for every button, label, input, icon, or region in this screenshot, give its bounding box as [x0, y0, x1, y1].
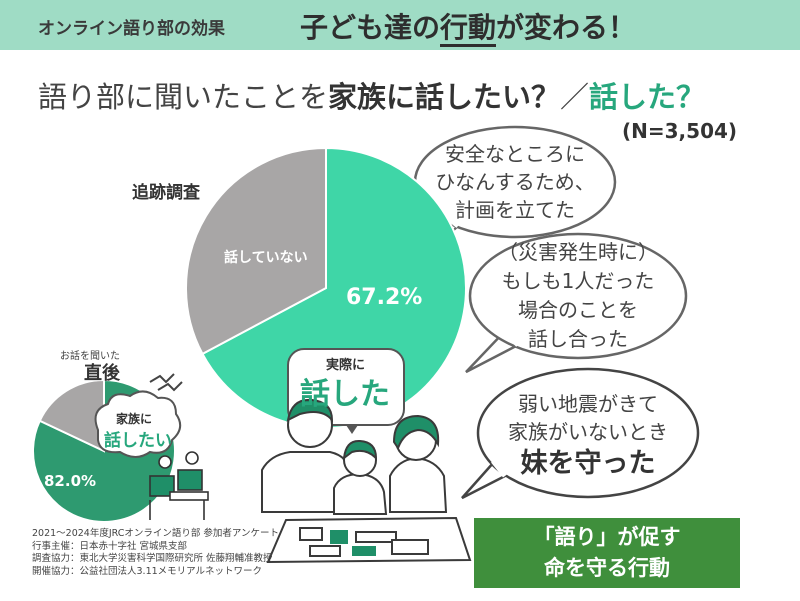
classroom-illustration — [149, 451, 209, 520]
speech-discuss-line: （災害発生時に） — [498, 240, 658, 264]
survey-question: 語り部に聞いたことを家族に話したい？／話した？ — [38, 74, 705, 116]
pie-large-label-talked-a: 実際に — [326, 358, 366, 373]
credits: 2021～2024年度JRCオンライン語り部 参加者アンケート 行事主催：日本赤… — [32, 528, 279, 578]
speech-bubble-protect — [461, 367, 700, 500]
speech-protect-emphasis: 妹を守った — [520, 448, 656, 479]
speech-protect-line: 家族がいないとき — [508, 420, 668, 444]
pie-slice-other — [38, 378, 105, 453]
header-banner — [0, 0, 800, 50]
pie-small-title: 直後 — [84, 363, 120, 384]
speech-plan-line: 安全なところに — [445, 142, 585, 166]
callout-line2: 命を守る行動 — [544, 556, 670, 580]
speech-text-plan: 安全なところに ひなんするため、 計画を立てた — [435, 140, 595, 224]
pie-small-value-want: 82.0% — [44, 472, 97, 490]
pie-large-value-talked: 67.2% — [346, 285, 423, 310]
pie-small-label-want-a: 家族に — [116, 412, 153, 426]
speech-discuss-line: もしも1人だった — [501, 269, 655, 293]
header-subtitle: オンライン語り部の効果 — [38, 19, 225, 39]
cloud-bubble-small — [94, 390, 182, 458]
callout-line1: 「語り」が促す — [533, 525, 681, 549]
speech-bubble-discuss — [465, 232, 688, 374]
header-title-emph: 行動 — [440, 11, 497, 47]
question-part2: 家族に話したい？ — [328, 80, 561, 114]
pie-small-caption: お話を聞いた — [60, 351, 120, 362]
arrow-strokes-icon — [149, 373, 183, 392]
speech-discuss-line: 場合のことを — [518, 298, 638, 322]
pie-large-label-not-talked: 話していない — [224, 250, 308, 266]
question-part3: 話した？ — [589, 80, 706, 114]
pie-small-label-want-b: 話したい — [104, 431, 172, 451]
speech-text-discuss: （災害発生時に） もしも1人だった 場合のことを 話し合った — [488, 238, 668, 354]
credit-line: 調査協力：東北大学災害科学国際研究所 佐藤翔輔准教授 — [32, 553, 273, 564]
speech-protect-line: 弱い地震がきて — [518, 392, 658, 416]
pie-large-label-talked-b: 話した — [300, 377, 390, 412]
header-title-pre: 子ども達の — [300, 11, 441, 44]
speech-plan-line: 計画を立てた — [455, 198, 575, 222]
credit-line: 2021～2024年度JRCオンライン語り部 参加者アンケート — [32, 528, 280, 539]
speech-text-protect: 弱い地震がきて 家族がいないとき 妹を守った — [493, 390, 683, 478]
callout-box: 「語り」が促す 命を守る行動 — [474, 518, 740, 588]
sample-size: (N=3,504) — [622, 119, 738, 143]
pie-slice-not-talked — [185, 146, 327, 356]
speech-discuss-line: 話し合った — [528, 327, 628, 351]
pie-large-title: 追跡調査 — [132, 183, 200, 203]
question-part1: 語り部に聞いたことを — [38, 80, 329, 114]
credit-line: 開催協力：公益社団法人3.11メモリアルネットワーク — [32, 565, 263, 577]
credit-line: 行事主催：日本赤十字社 宮城県支部 — [32, 540, 188, 552]
family-illustration — [261, 398, 472, 564]
question-separator: ／ — [560, 80, 590, 114]
talked-bubble-tail — [346, 425, 358, 434]
header-title-post: が変わる！ — [496, 11, 637, 44]
speech-plan-line: ひなんするため、 — [435, 170, 595, 194]
header-title: 子ども達の行動が変わる！ — [300, 6, 637, 47]
